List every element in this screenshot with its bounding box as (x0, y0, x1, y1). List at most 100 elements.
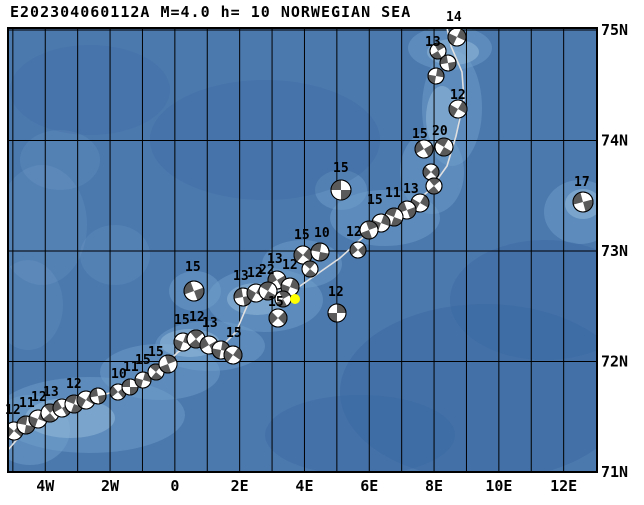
focal-mechanism (359, 220, 379, 240)
focal-mechanism (414, 139, 434, 159)
focal-mechanism (427, 67, 445, 85)
focal-mechanism (330, 179, 352, 201)
bathymetry-patch (8, 165, 87, 285)
depth-label: 12 (346, 225, 362, 240)
focal-mechanism (429, 42, 447, 60)
compression-quadrants (573, 192, 593, 212)
bathymetry-patch (8, 260, 63, 350)
depth-label: 17 (574, 175, 590, 190)
map-base (8, 28, 597, 472)
compression-quadrants (328, 304, 346, 322)
lon-axis-label: 2E (231, 477, 249, 495)
lon-axis-label: 2W (101, 477, 120, 495)
depth-label: 10 (314, 226, 330, 241)
depth-label: 12 (31, 390, 47, 405)
compression-quadrants (17, 416, 35, 434)
compression-quadrants (159, 355, 177, 373)
depth-label: 10 (111, 367, 127, 382)
depth-label: 15 (294, 228, 310, 243)
depth-label: 12 (247, 266, 263, 281)
depth-label: 15 (135, 353, 151, 368)
map-frame (7, 27, 598, 473)
compression-quadrants (360, 221, 378, 239)
depth-label: 13 (43, 385, 59, 400)
lon-axis-label: 12E (550, 477, 577, 495)
depth-label: 11 (19, 396, 35, 411)
focal-mechanism (439, 54, 457, 72)
bathymetry-patch (20, 130, 100, 190)
lat-axis-label: 72N (601, 352, 628, 370)
compression-quadrants (398, 201, 416, 219)
compression-quadrants (189, 330, 203, 348)
focal-mechanism (447, 28, 467, 47)
depth-label: 15 (367, 193, 383, 208)
focal-mechanism (310, 242, 330, 262)
focal-mechanism (425, 177, 443, 195)
focal-mechanism (293, 245, 313, 265)
depth-label: 22 (259, 263, 275, 278)
compression-quadrants (65, 395, 83, 413)
event-epicenter-marker (290, 294, 300, 304)
focal-mechanism (327, 303, 347, 323)
focal-mechanism (258, 281, 278, 301)
focal-mechanism (134, 371, 152, 389)
depth-label: 12 (450, 88, 466, 103)
compression-quadrants (415, 141, 433, 157)
focal-mechanism (89, 387, 107, 405)
focal-mechanism-layer (8, 28, 594, 441)
compression-quadrants (294, 248, 312, 262)
focal-mechanism (158, 354, 178, 374)
depth-label: 20 (432, 124, 448, 139)
compression-quadrants (449, 101, 467, 117)
compression-quadrants (436, 138, 452, 156)
depth-label: 15 (174, 313, 190, 328)
compression-quadrants (385, 208, 403, 226)
lat-axis-label: 71N (601, 463, 628, 481)
depth-label: 15 (226, 326, 242, 341)
focal-mechanism (121, 378, 139, 396)
depth-label: 12 (66, 377, 82, 392)
compression-quadrants (431, 43, 445, 59)
compression-quadrants (90, 388, 106, 404)
compression-quadrants (224, 347, 242, 363)
lat-axis-label: 75N (601, 21, 628, 39)
depth-label: 15 (185, 260, 201, 275)
depth-label: 11 (123, 360, 139, 375)
focal-mechanism (572, 191, 594, 213)
compression-quadrants (428, 68, 444, 84)
compression-quadrants (440, 55, 456, 71)
compression-quadrants (423, 166, 439, 178)
lon-axis-label: 6E (360, 477, 378, 495)
focal-mechanism (448, 99, 468, 119)
focal-mechanism (301, 260, 319, 278)
event-title: E202304060112A M=4.0 h= 10 NORWEGIAN SEA (10, 3, 412, 21)
compression-quadrants (303, 261, 317, 277)
lon-axis-label: 4W (36, 477, 55, 495)
depth-label: 12 (328, 285, 344, 300)
bathymetry-patch (265, 395, 455, 472)
lon-axis-label: 8E (425, 477, 443, 495)
compression-quadrants (331, 180, 351, 200)
lat-axis-label: 73N (601, 242, 628, 260)
focal-mechanism (422, 163, 440, 181)
compression-quadrants (269, 311, 287, 325)
focal-mechanism (52, 398, 72, 418)
compression-quadrants (427, 178, 441, 194)
depth-label: 15 (148, 345, 164, 360)
focal-mechanism (186, 329, 206, 349)
bathymetry-patch (80, 225, 150, 285)
focal-mechanism (434, 137, 454, 157)
depth-label: 13 (425, 35, 441, 50)
depth-label: 15 (333, 161, 349, 176)
depth-label: 13 (202, 316, 218, 331)
depth-label: 11 (385, 186, 401, 201)
depth-label: 14 (446, 10, 462, 25)
focal-mechanism (349, 241, 367, 259)
compression-quadrants (149, 364, 163, 380)
compression-quadrants (135, 372, 151, 388)
depth-label: 13 (403, 182, 419, 197)
lon-axis-label: 10E (485, 477, 512, 495)
depth-label: 13 (267, 252, 283, 267)
